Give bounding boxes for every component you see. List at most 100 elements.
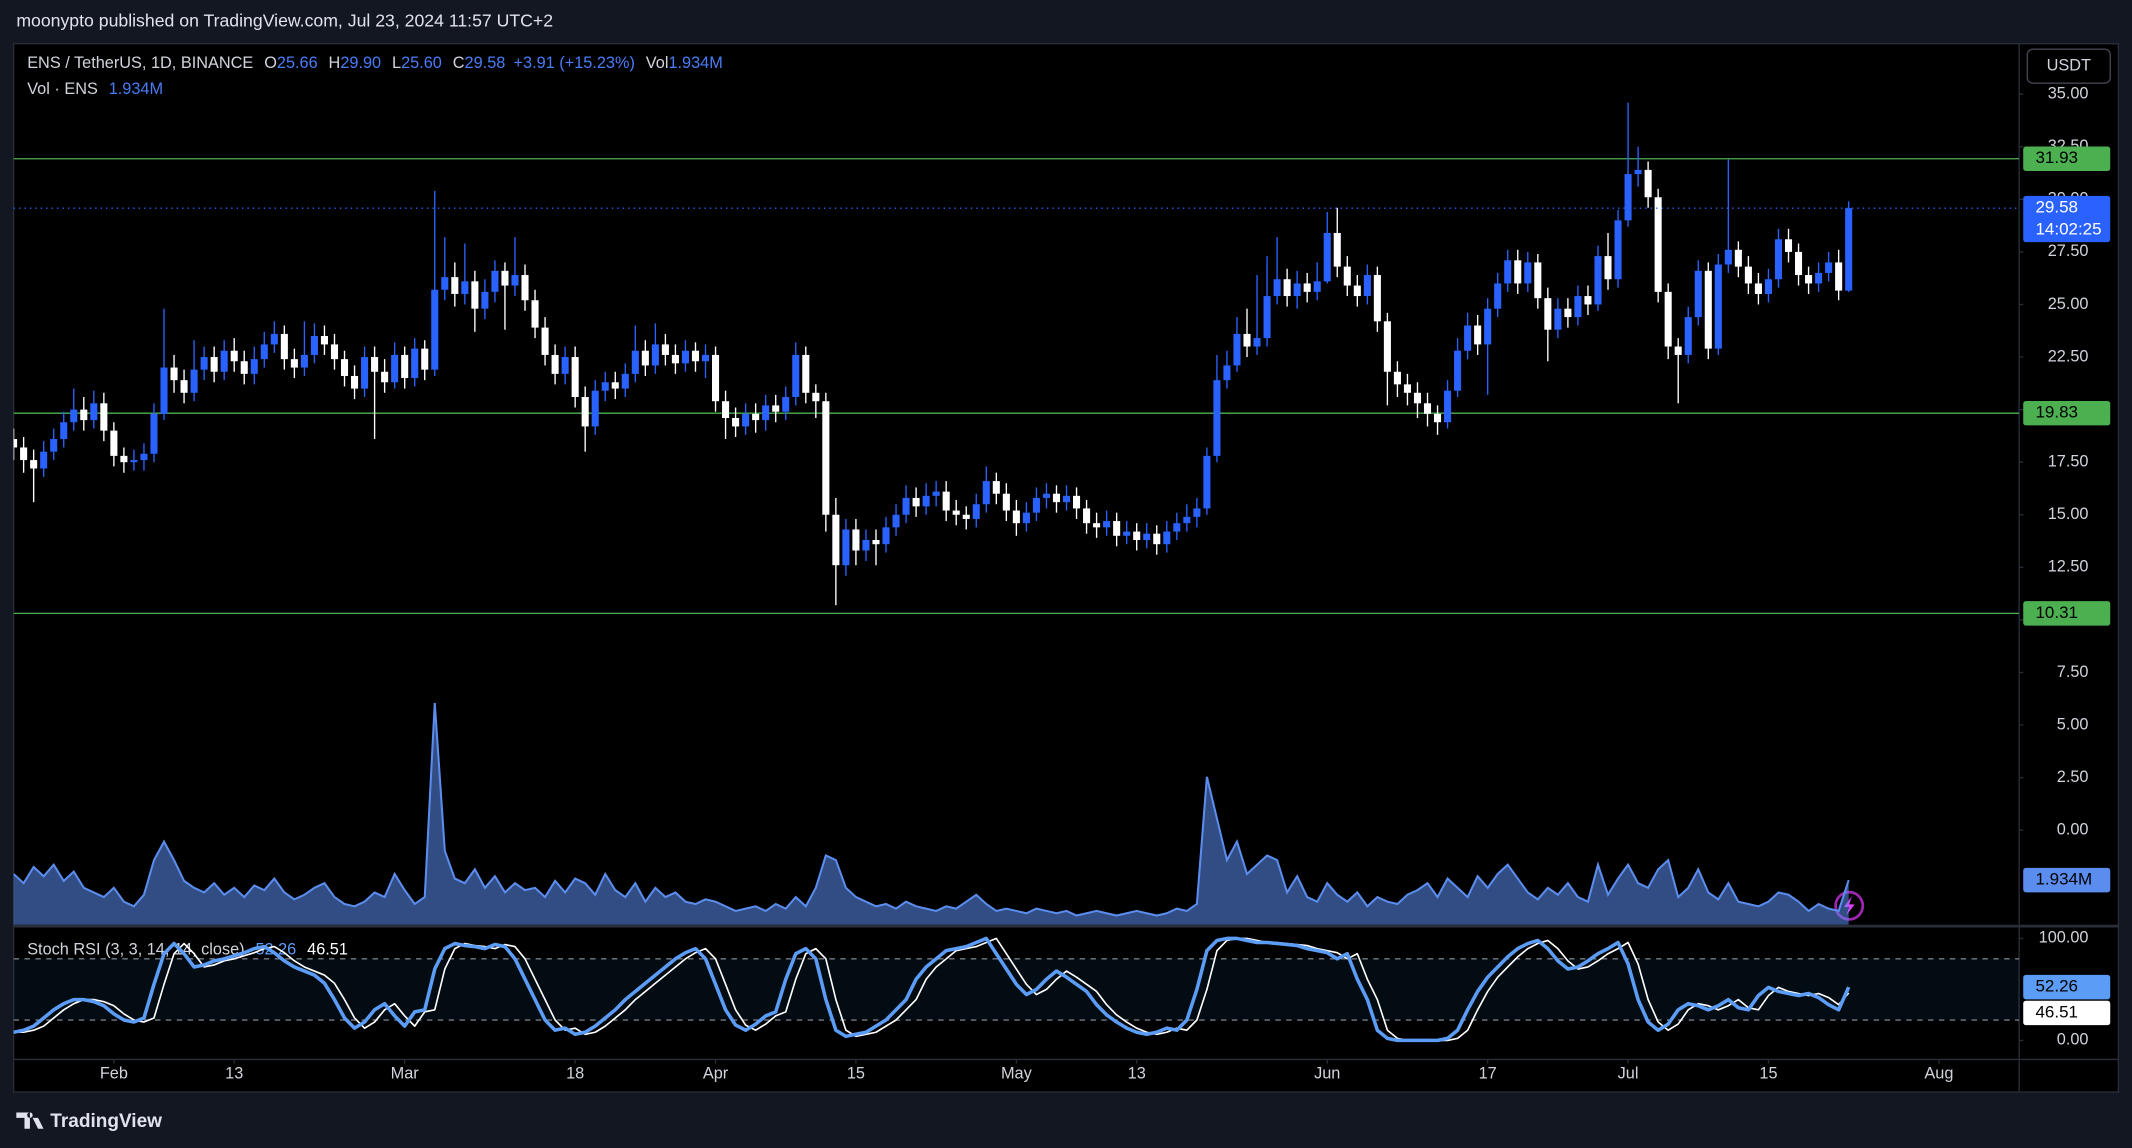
candle-body [531,300,539,328]
candle-body [852,529,860,551]
candle-body [1584,296,1592,305]
candle-body [200,357,208,370]
candle-body [130,460,138,463]
candle-body [561,357,569,374]
candle-body [1223,365,1231,381]
candle-body [832,514,840,566]
published-line: moonypto published on TradingView.com, J… [16,11,553,31]
candle-body [1413,392,1422,404]
candle-body [892,514,900,528]
candle-body [591,390,599,427]
legend-item: H [329,54,341,72]
candle-body [300,354,308,368]
candle-body [992,481,1000,494]
candle-body [150,413,158,454]
candle-body [902,497,910,515]
legend-item: Vol [646,54,669,72]
candle-body [1143,533,1151,540]
candle-body [1554,308,1562,330]
x-tick-label: 13 [1128,1065,1146,1083]
candle-body [310,336,318,355]
candle-body [742,413,750,427]
y-tick-label: 17.50 [2048,452,2089,470]
candle-body [391,354,399,383]
legend-line: Vol · ENS 1.934M [27,80,163,98]
legend-item: 1.934M [109,80,163,98]
candle-body [1323,232,1331,282]
candle-body [421,348,429,370]
candle-body [1243,333,1251,347]
candle-body [210,357,218,372]
x-tick-label: May [1001,1065,1033,1083]
x-tick-label: 18 [566,1065,584,1083]
legend-item: Vol · ENS [27,80,98,98]
footer-logo[interactable]: TradingView [16,1111,162,1132]
candle-body [1022,512,1030,524]
alert-icon-bolt[interactable] [1843,896,1855,916]
candle-body [571,357,579,397]
currency-button[interactable]: USDT [2026,48,2111,84]
legend-item: 29.90 [340,54,381,72]
y-tick-label: 27.50 [2048,242,2089,260]
currency-button-frame[interactable] [2026,48,2111,84]
candle-body [1103,521,1111,528]
candle-body [110,430,118,456]
candle-body [681,350,689,364]
x-tick-label: 15 [847,1065,865,1083]
stoch-d-label: 46.51 [2035,1002,2078,1021]
legend-item: 29.58 [465,54,506,72]
candle-body [732,418,740,427]
candle-body [1624,174,1632,221]
candle-body [1835,262,1843,291]
legend-item: 46.51 [307,941,348,959]
candle-body [100,403,108,431]
level-label: 31.93 [2035,148,2078,167]
candle-body [982,481,990,505]
y-tick-label: 5.00 [2057,715,2089,733]
candle-body [220,350,228,372]
stoch-k-line [13,936,1851,1043]
volume-line [13,702,1850,917]
footer-logo-mark[interactable] [16,1112,44,1129]
candle-body [1303,283,1311,292]
candle-body [1263,296,1271,339]
candle-body [1333,232,1341,267]
currency-label[interactable]: USDT [2047,56,2091,74]
candle-body [812,392,820,402]
candle-body [1363,275,1371,297]
candle-body [491,270,499,292]
candle-body [1113,521,1121,536]
candle-body [701,354,710,362]
candle-body [1764,279,1772,294]
x-tick-label: Jul [1618,1065,1639,1083]
last-price-label: 14:02:25 [2035,219,2101,238]
candle-body [1514,260,1522,284]
y-tick-label: 12.50 [2048,558,2089,576]
legend-item: 25.60 [401,54,442,72]
candle-body [1012,510,1020,524]
candle-body [40,451,48,469]
candle-body [1173,523,1181,532]
y-tick-label: 0.00 [2057,820,2089,838]
candle-body [190,369,198,393]
candle-body [1694,270,1702,318]
candle-body [140,453,148,461]
footer-brand[interactable]: TradingView [50,1111,162,1132]
candle-body [160,367,168,414]
last-price-label: 29.58 [2035,198,2078,217]
candle-body [752,413,760,421]
candle-body [1534,262,1542,299]
candle-body [1253,338,1261,347]
candle-body [401,354,409,379]
candle-body [381,371,389,383]
candle-body [1815,272,1823,284]
candle-body [250,359,258,374]
legend-item: +3.91 (+15.23%) [514,54,635,72]
candle-body [782,396,790,412]
stoch-d-label-bg [2023,1000,2111,1026]
candle-body [521,275,529,301]
candle-body [90,403,98,421]
candle-body [1062,495,1071,503]
legend-item: O [264,54,277,72]
